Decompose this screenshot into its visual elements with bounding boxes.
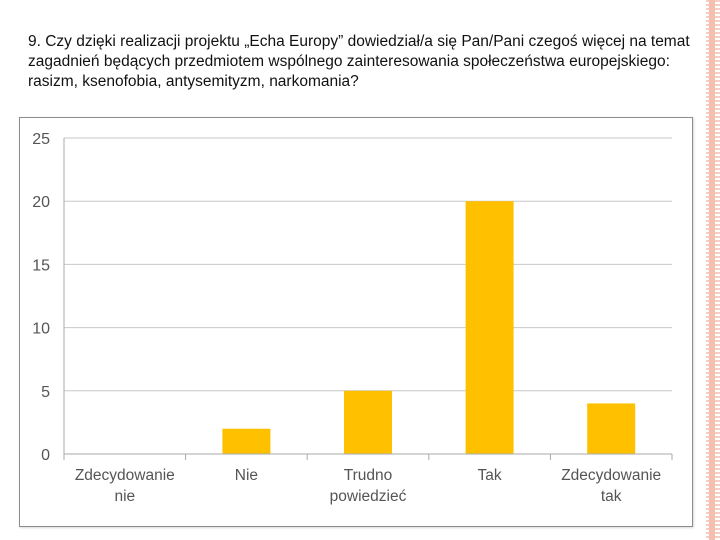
- y-tick-label: 25: [32, 131, 50, 148]
- x-tick-label: tak: [601, 488, 622, 505]
- x-tick-label: Zdecydowanie: [75, 467, 175, 484]
- bar: [344, 390, 392, 454]
- x-tick-label: nie: [114, 488, 135, 505]
- bar: [587, 403, 636, 454]
- y-tick-label: 0: [41, 447, 50, 464]
- x-tick-label: powiedzieć: [330, 488, 407, 505]
- y-tick-label: 5: [41, 384, 50, 401]
- x-tick-label: Trudno: [344, 467, 393, 484]
- y-tick-label: 20: [32, 194, 50, 211]
- bar: [465, 201, 514, 454]
- slide-border-decoration: [706, 0, 720, 540]
- y-tick-label: 15: [32, 257, 50, 274]
- x-tick-label: Zdecydowanie: [561, 467, 661, 484]
- question-text: 9. Czy dzięki realizacji projektu „Echa …: [28, 33, 690, 90]
- x-tick-label: Tak: [478, 467, 502, 484]
- y-tick-label: 10: [32, 321, 50, 338]
- bar: [222, 428, 271, 454]
- chart-container: 0 5 10 15 20 25 Zdecydowanie nie Nie Trudno powied…: [19, 117, 693, 527]
- x-tick-label: Nie: [235, 467, 258, 484]
- bar-chart: 0 5 10 15 20 25 Zdecydowanie nie Nie Trudno powied…: [32, 131, 673, 505]
